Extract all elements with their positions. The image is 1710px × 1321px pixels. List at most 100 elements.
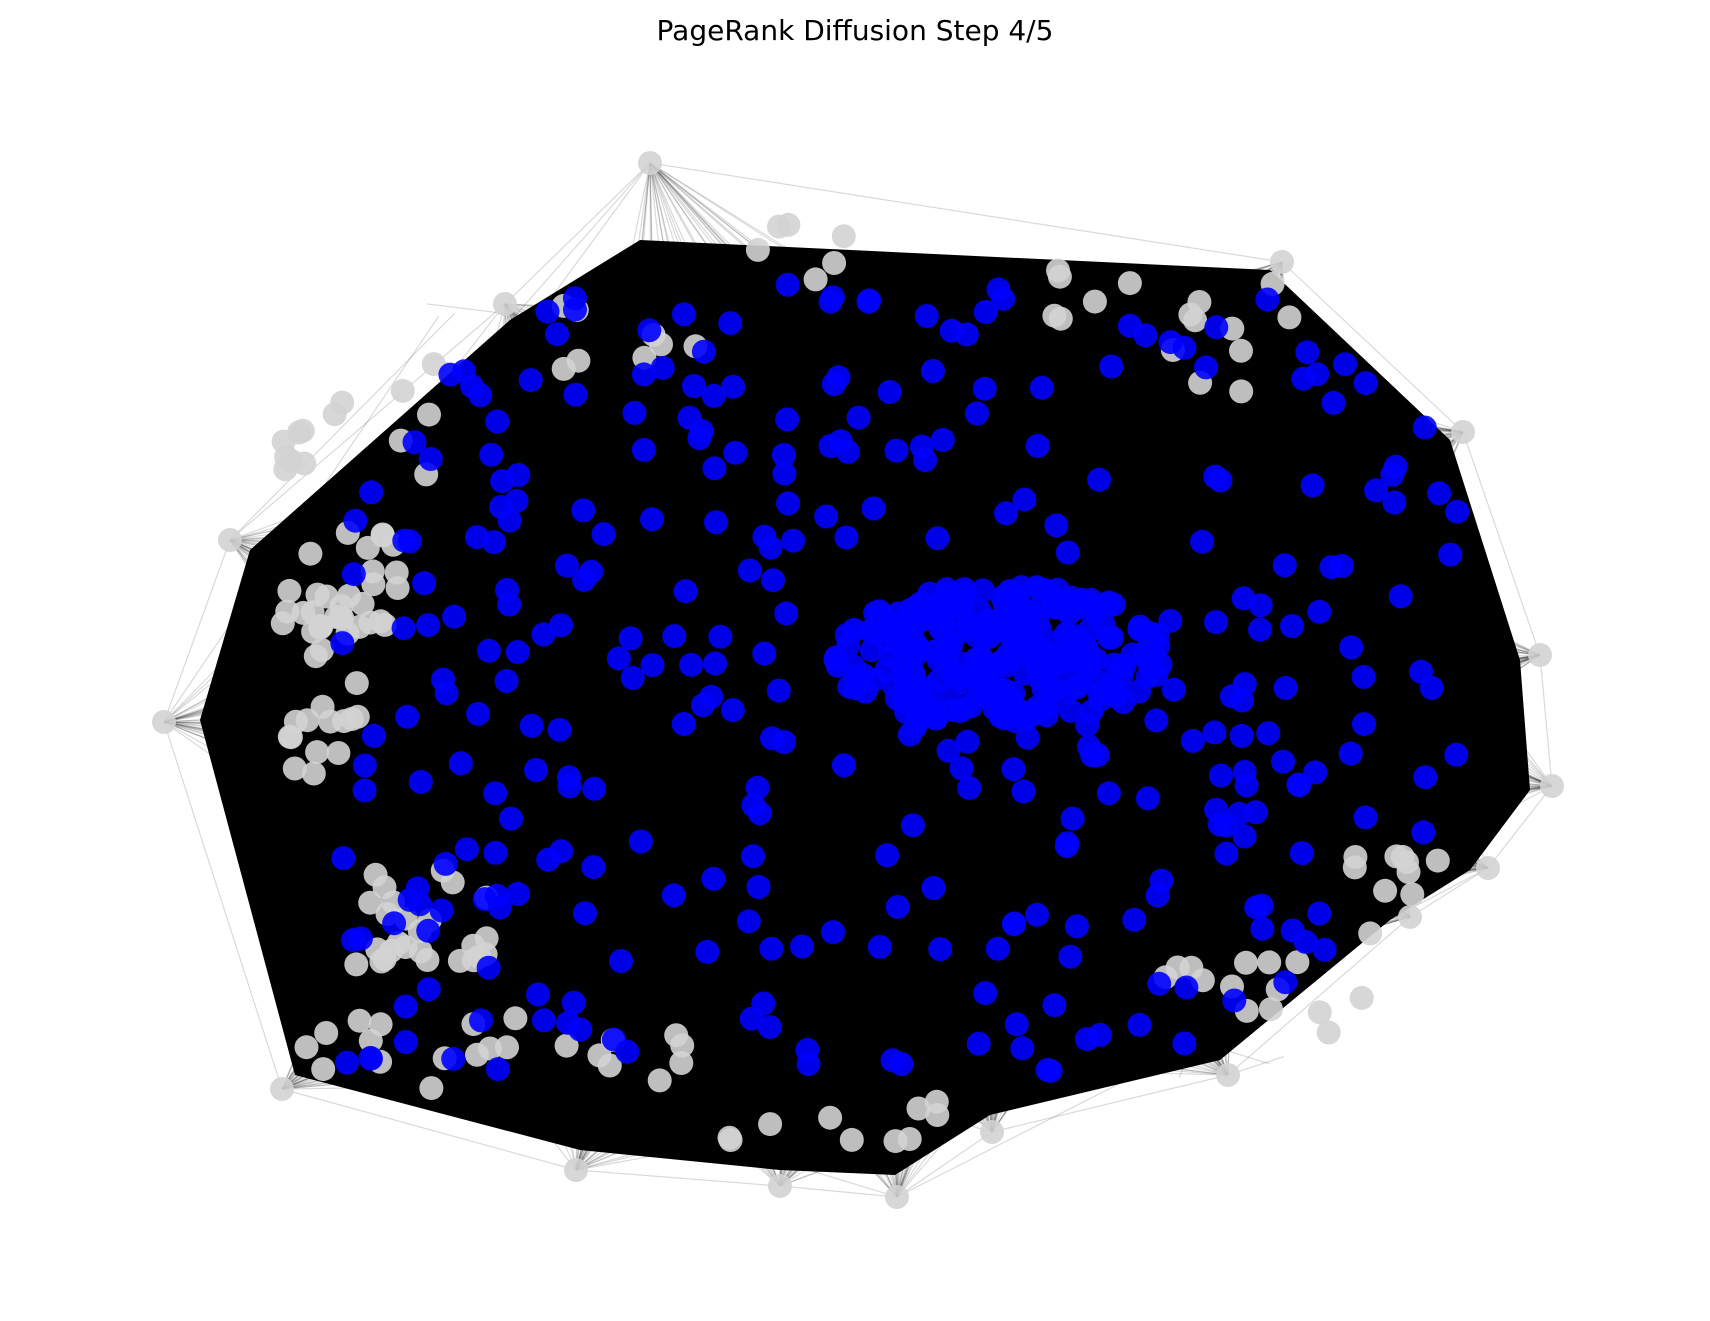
visited-node: [343, 508, 368, 533]
visited-node: [532, 1008, 556, 1033]
graph-edge: [504, 303, 868, 781]
graph-edge: [1064, 261, 1283, 631]
graph-edge: [720, 654, 1541, 816]
visited-node: [620, 665, 645, 690]
visited-node: [622, 400, 647, 425]
visited-node: [1161, 677, 1186, 702]
graph-edge: [779, 723, 901, 1187]
visited-node: [757, 1015, 782, 1040]
visited-node: [1232, 672, 1257, 697]
graph-edge: [896, 752, 1072, 1198]
graph-edge: [281, 699, 1311, 1090]
graph-edge: [803, 380, 993, 1133]
graph-edge: [1195, 371, 1553, 787]
visited-node: [1025, 902, 1049, 927]
graph-edge: [649, 162, 747, 1061]
graph-edge: [519, 400, 993, 1133]
visited-node: [867, 599, 892, 624]
visited-node: [1006, 588, 1031, 613]
graph-edge: [1252, 916, 1411, 959]
graph-edge: [163, 567, 1021, 723]
visited-node: [690, 693, 715, 718]
visited-node: [402, 430, 427, 455]
graph-edge: [575, 861, 1017, 1171]
graph-edge: [1142, 431, 1464, 907]
visited-node: [875, 843, 900, 868]
visited-node: [1319, 555, 1344, 580]
graph-edge: [1308, 461, 1411, 918]
visited-node: [679, 652, 704, 677]
graph-edge: [504, 303, 583, 720]
graph-edge: [229, 512, 597, 541]
graph-edge: [862, 785, 1553, 879]
graph-edge: [229, 539, 528, 895]
visited-node: [1025, 433, 1050, 458]
unvisited-node: [152, 710, 176, 734]
visited-node: [637, 318, 662, 343]
unvisited-node: [493, 292, 517, 316]
visited-node: [921, 639, 946, 664]
visited-node: [1194, 355, 1219, 380]
graph-edge: [229, 415, 575, 541]
graph-edge: [577, 989, 781, 1187]
graph-edge: [649, 162, 653, 608]
unvisited-node: [885, 1185, 909, 1209]
graph-edge: [1178, 431, 1464, 1078]
graph-edge: [896, 697, 918, 1198]
visited-node: [677, 405, 702, 430]
graph-edge: [1298, 654, 1541, 755]
visited-node: [1353, 371, 1378, 396]
visited-nodes: [330, 272, 1470, 1083]
unvisited-node: [1425, 848, 1450, 873]
graph-edge: [649, 162, 783, 959]
graph-edge: [163, 434, 1062, 723]
graph-edge: [1134, 654, 1541, 712]
visited-node: [1321, 390, 1346, 415]
visited-node: [536, 847, 561, 872]
visited-node: [925, 526, 950, 551]
graph-edge: [649, 162, 1021, 394]
graph-edge: [779, 1024, 968, 1187]
graph-edge: [1222, 474, 1411, 918]
graph-edge: [543, 419, 898, 1198]
visited-node: [741, 793, 766, 818]
visited-node: [772, 461, 797, 486]
graph-edge: [1111, 387, 1553, 787]
graph-edge: [960, 1042, 1229, 1076]
visited-node: [472, 887, 497, 912]
visited-node: [397, 887, 422, 912]
graph-edge: [594, 916, 1411, 1077]
visited-node: [752, 524, 777, 549]
graph-edge: [163, 721, 509, 963]
visited-node: [1312, 937, 1337, 962]
visited-node: [736, 909, 761, 934]
unvisited-node: [1187, 290, 1212, 314]
graph-edge: [700, 587, 1229, 1076]
graph-edge: [1255, 261, 1283, 841]
visited-node: [1307, 599, 1332, 624]
visited-node: [1029, 375, 1054, 400]
visited-node: [1044, 513, 1069, 538]
graph-edge: [854, 490, 1553, 787]
visited-node: [557, 774, 582, 799]
graph-edge: [281, 1067, 511, 1090]
unvisited-node: [370, 522, 395, 547]
graph-edge: [485, 654, 1541, 992]
unvisited-node: [906, 1096, 931, 1121]
visited-node: [921, 876, 946, 900]
graph-edge: [775, 473, 781, 1187]
graph-edge: [464, 303, 506, 844]
visited-node: [766, 678, 791, 703]
visited-node: [650, 355, 675, 380]
graph-edge: [657, 654, 1541, 967]
graph-edge: [964, 904, 993, 1133]
graph-edge: [779, 1038, 1168, 1187]
graph-edge: [504, 303, 1067, 402]
visited-node: [1300, 473, 1325, 498]
unvisited-node: [360, 559, 385, 584]
visited-node: [563, 297, 587, 322]
graph-edge: [439, 397, 993, 1133]
graph-edge: [1054, 785, 1553, 1049]
visited-node: [1022, 640, 1047, 665]
unvisited-node: [1451, 420, 1475, 444]
